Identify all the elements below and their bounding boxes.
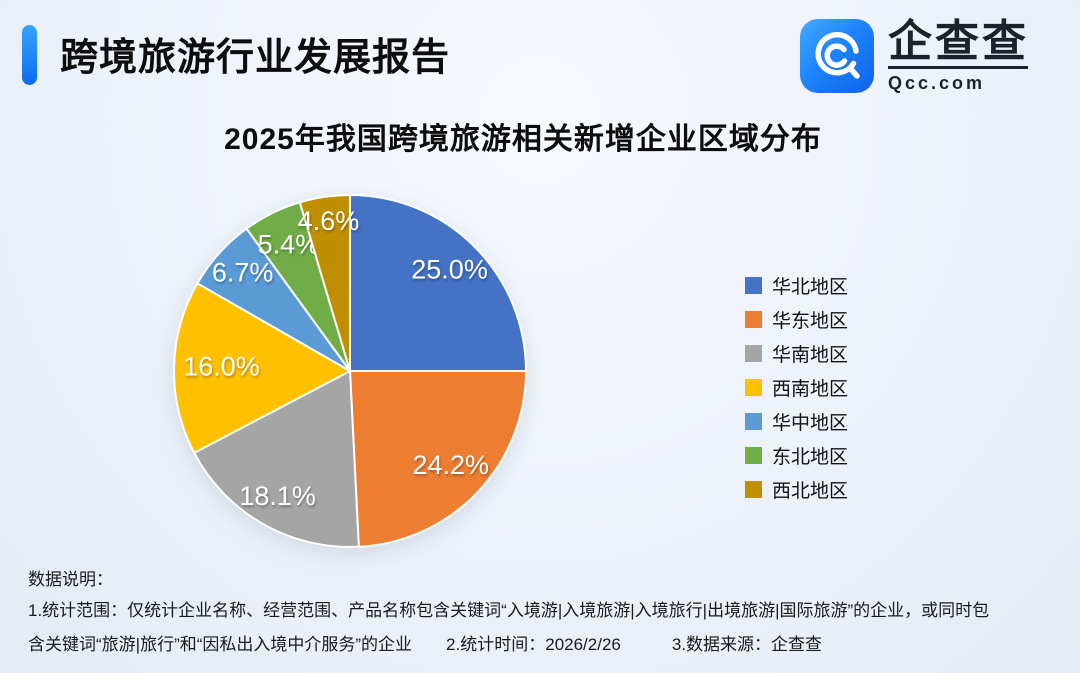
accent-bar xyxy=(22,25,37,85)
legend-label: 华东地区 xyxy=(772,310,849,332)
legend-label: 东北地区 xyxy=(772,446,849,468)
legend-swatch-icon xyxy=(745,480,762,498)
brand-domain: Qcc.com xyxy=(888,73,986,93)
qcc-brand-block: 企查查 Qcc.com xyxy=(800,19,1029,94)
legend-item-3: 华南地区 xyxy=(745,336,848,370)
legend-label: 华中地区 xyxy=(772,412,849,434)
legend-label: 西南地区 xyxy=(772,378,849,400)
footnote-line-1: 1.统计范围：仅统计企业名称、经营范围、产品名称包含关键词“入境游|入境旅游|入… xyxy=(28,601,990,620)
legend-swatch-icon xyxy=(745,446,762,464)
footnotes-heading: 数据说明： xyxy=(28,570,113,589)
legend-swatch-icon xyxy=(745,412,762,430)
pie-data-label-1: 25.0% xyxy=(411,255,488,285)
pie-data-label-4: 16.0% xyxy=(183,352,260,382)
legend-label: 西北地区 xyxy=(772,480,849,502)
legend-swatch-icon xyxy=(745,276,762,294)
footnote-line-2: 含关键词“旅游|旅行”和“因私出入境中介服务”的企业 2.统计时间：2026/2… xyxy=(28,635,823,654)
pie-data-label-3: 18.1% xyxy=(239,481,316,511)
pie-slice-1 xyxy=(349,194,527,372)
pie-data-label-5: 6.7% xyxy=(212,258,274,288)
legend-item-7: 西北地区 xyxy=(745,472,848,506)
chart-legend: 华北地区华东地区华南地区西南地区华中地区东北地区西北地区 xyxy=(745,268,848,506)
pie-slice-7 xyxy=(298,194,351,372)
pie-slice-3 xyxy=(193,370,360,548)
legend-swatch-icon xyxy=(745,344,762,362)
legend-label: 华南地区 xyxy=(772,344,849,366)
qcc-logo-icon xyxy=(800,19,874,93)
brand-underline xyxy=(888,66,1028,69)
legend-item-2: 华东地区 xyxy=(745,302,848,336)
chart-title: 2025年我国跨境旅游相关新增企业区域分布 xyxy=(224,123,822,156)
pie-slice-2 xyxy=(349,370,527,548)
qcc-brand-text: 企查查 Qcc.com xyxy=(888,19,1029,94)
legend-item-6: 东北地区 xyxy=(745,438,848,472)
legend-swatch-icon xyxy=(745,310,762,328)
legend-swatch-icon xyxy=(745,378,762,396)
pie-data-label-2: 24.2% xyxy=(412,450,489,480)
footnotes: 数据说明： 1.统计范围：仅统计企业名称、经营范围、产品名称包含关键词“入境游|… xyxy=(28,566,1062,662)
pie-slice-4 xyxy=(173,282,351,454)
pie-chart: 25.0%24.2%18.1%16.0%6.7%5.4%4.6% xyxy=(173,194,527,548)
brand-name: 企查查 xyxy=(888,17,1029,66)
legend-item-4: 西南地区 xyxy=(745,370,848,404)
legend-item-5: 华中地区 xyxy=(745,404,848,438)
legend-label: 华北地区 xyxy=(772,276,849,298)
pie-data-label-7: 4.6% xyxy=(298,206,360,236)
report-title: 跨境旅游行业发展报告 xyxy=(60,37,451,79)
legend-item-1: 华北地区 xyxy=(745,268,848,302)
